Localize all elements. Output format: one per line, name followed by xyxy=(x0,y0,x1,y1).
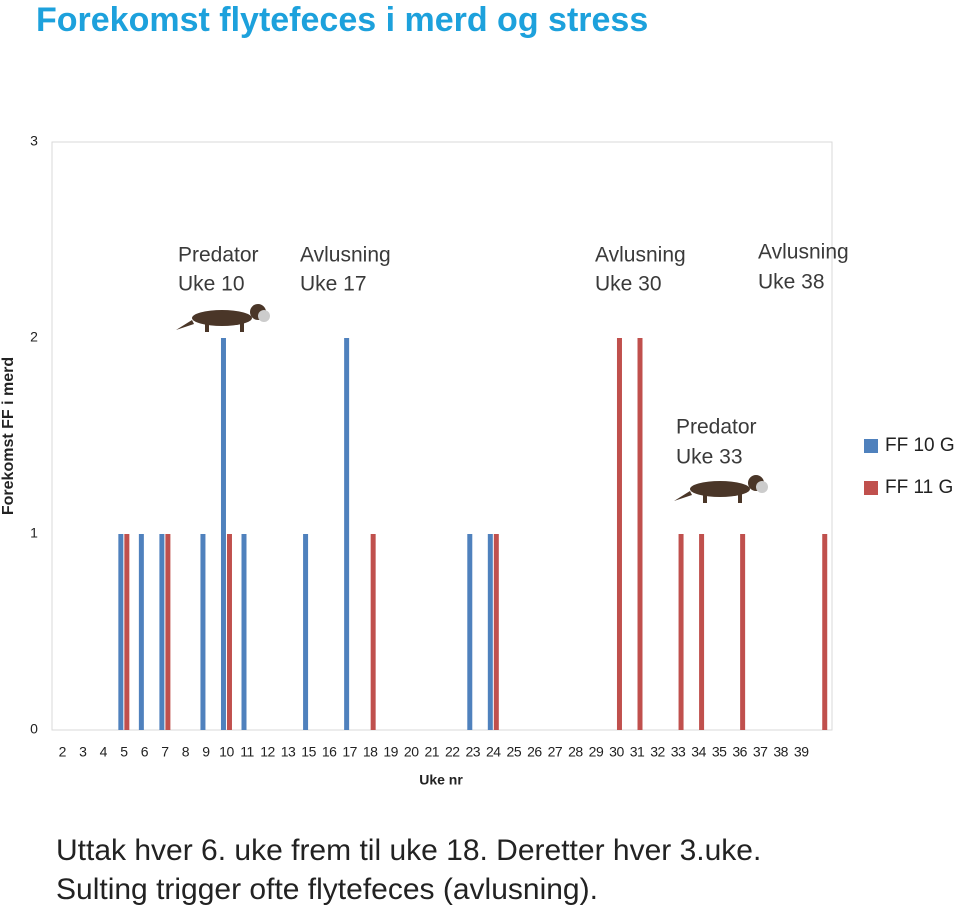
x-tick-label: 24 xyxy=(486,744,501,760)
bar xyxy=(616,338,622,730)
x-tick-label: 13 xyxy=(281,744,296,760)
bar xyxy=(165,534,171,730)
x-tick-label: 22 xyxy=(445,744,460,760)
x-tick-label: 36 xyxy=(732,744,747,760)
annotation: Predator xyxy=(676,416,757,439)
bar xyxy=(118,534,124,730)
bar xyxy=(138,534,144,730)
x-tick-label: 37 xyxy=(753,744,768,760)
x-tick-label: 33 xyxy=(671,744,686,760)
otter-icon xyxy=(176,304,270,332)
bar xyxy=(467,534,473,730)
x-tick-label: 39 xyxy=(794,744,809,760)
x-tick-label: 32 xyxy=(650,744,665,760)
plot-area xyxy=(51,141,833,731)
x-tick-label: 18 xyxy=(363,744,378,760)
otter-icon xyxy=(674,475,768,503)
annotation: Uke 10 xyxy=(178,273,245,296)
legend-label: FF 11 G xyxy=(885,477,953,498)
x-tick-label: 23 xyxy=(466,744,481,760)
x-tick-label: 4 xyxy=(100,744,108,760)
x-tick-label: 17 xyxy=(342,744,357,760)
x-tick-label: 29 xyxy=(589,744,604,760)
x-tick-label: 8 xyxy=(182,744,190,760)
legend-swatch xyxy=(864,481,878,495)
x-tick-label: 12 xyxy=(260,744,275,760)
x-tick-label: 31 xyxy=(630,744,645,760)
bar xyxy=(159,534,165,730)
bar xyxy=(220,338,226,730)
bar xyxy=(740,534,746,730)
annotation: Uke 33 xyxy=(676,446,743,469)
bar xyxy=(124,534,130,730)
x-tick-label: 28 xyxy=(568,744,583,760)
annotation: Avlusning xyxy=(300,244,391,267)
annotation: Avlusning xyxy=(758,241,849,264)
bar xyxy=(344,338,350,730)
annotation: Uke 30 xyxy=(595,273,662,296)
x-tick-label: 9 xyxy=(202,744,210,760)
x-tick-label: 7 xyxy=(161,744,169,760)
x-tick-label: 6 xyxy=(141,744,149,760)
x-tick-label: 35 xyxy=(712,744,727,760)
x-tick-label: 16 xyxy=(322,744,337,760)
x-tick-label: 34 xyxy=(691,744,706,760)
x-tick-label: 5 xyxy=(120,744,128,760)
bar xyxy=(678,534,684,730)
bar xyxy=(370,534,376,730)
x-tick-label: 27 xyxy=(548,744,563,760)
x-tick-label: 21 xyxy=(424,744,439,760)
y-tick-label: 2 xyxy=(30,329,38,345)
bar xyxy=(200,534,206,730)
bar xyxy=(822,534,828,730)
annotation: Uke 17 xyxy=(300,273,367,296)
x-tick-label: 38 xyxy=(773,744,788,760)
annotation: Predator xyxy=(178,244,259,267)
bar xyxy=(241,534,247,730)
slide-title: Forekomst flytefeces i merd og stress xyxy=(36,1,648,39)
x-tick-label: 30 xyxy=(609,744,624,760)
x-tick-label: 19 xyxy=(383,744,398,760)
x-tick-label: 3 xyxy=(79,744,87,760)
x-tick-label: 20 xyxy=(404,744,419,760)
x-tick-label: 25 xyxy=(507,744,522,760)
bar xyxy=(493,534,499,730)
y-tick-label: 0 xyxy=(30,721,38,737)
y-tick-label: 1 xyxy=(30,525,38,541)
footer-text: Sulting trigger ofte flytefeces (avlusni… xyxy=(56,873,598,906)
footer-text: Uttak hver 6. uke frem til uke 18. Deret… xyxy=(56,834,761,867)
bar xyxy=(487,534,493,730)
annotation: Avlusning xyxy=(595,244,686,267)
bar xyxy=(226,534,232,730)
x-tick-label: 15 xyxy=(301,744,316,760)
legend-swatch xyxy=(864,439,878,453)
x-tick-label: 2 xyxy=(59,744,67,760)
y-tick-label: 3 xyxy=(30,133,38,149)
y-axis-title: Forekomst FF i merd xyxy=(0,357,17,515)
bar xyxy=(637,338,643,730)
x-tick-label: 11 xyxy=(240,744,254,760)
x-tick-label: 26 xyxy=(527,744,542,760)
x-tick-label: 10 xyxy=(219,744,234,760)
x-axis-title: Uke nr xyxy=(419,772,463,788)
annotation: Uke 38 xyxy=(758,271,825,294)
bar xyxy=(699,534,705,730)
bar xyxy=(303,534,309,730)
legend-label: FF 10 G xyxy=(885,435,955,456)
